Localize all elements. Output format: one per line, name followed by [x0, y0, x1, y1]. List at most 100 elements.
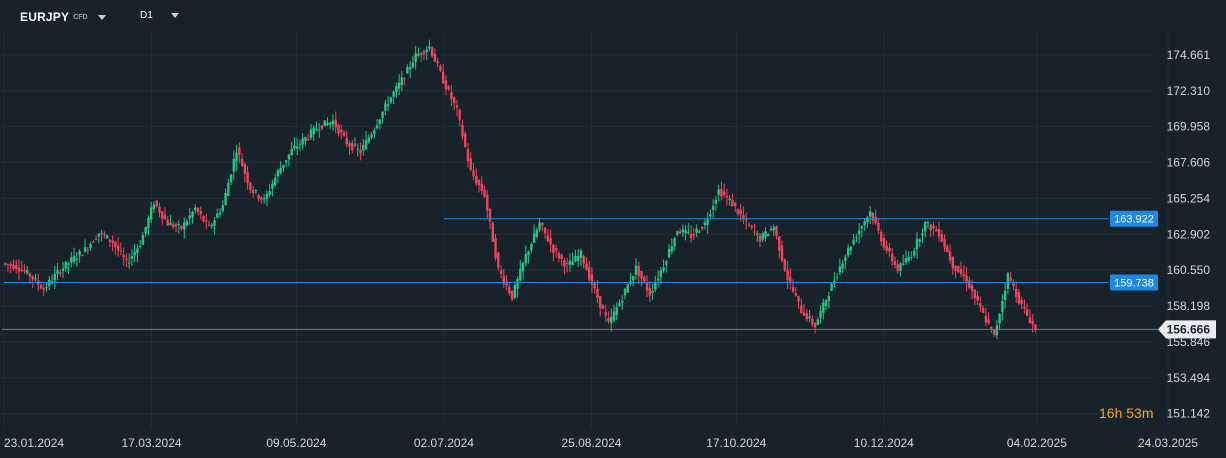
- candle-body: [436, 61, 439, 64]
- candle-body: [268, 191, 271, 196]
- candle: [527, 250, 530, 264]
- candle: [656, 270, 660, 288]
- candle-body: [320, 125, 324, 129]
- candle-body: [240, 158, 244, 167]
- candle-body: [687, 232, 690, 234]
- candle: [849, 245, 853, 256]
- candle: [149, 201, 153, 224]
- candle-body: [764, 231, 767, 238]
- candle: [913, 247, 916, 258]
- candle: [946, 244, 949, 253]
- candle-body: [392, 91, 395, 97]
- candle: [904, 250, 908, 265]
- candle: [981, 305, 985, 313]
- candle-body: [433, 53, 437, 62]
- candle-body: [111, 240, 114, 243]
- candle: [152, 201, 156, 213]
- candle-body: [163, 215, 167, 219]
- candle-body: [97, 233, 101, 237]
- candle: [337, 123, 340, 137]
- candle-body: [819, 310, 822, 318]
- chevron-down-icon[interactable]: [170, 13, 179, 18]
- candle: [103, 231, 106, 239]
- candle: [579, 248, 583, 267]
- candle-body: [907, 256, 910, 261]
- candle-body: [634, 265, 638, 275]
- candle: [304, 136, 307, 146]
- candle: [510, 290, 514, 302]
- candle: [893, 256, 897, 269]
- candle-body: [610, 316, 613, 324]
- chevron-down-icon[interactable]: [97, 14, 106, 20]
- candle: [524, 245, 528, 267]
- timeframe-selector[interactable]: D1: [140, 10, 179, 21]
- candle: [992, 329, 996, 338]
- candle-body: [307, 138, 310, 140]
- candle: [56, 262, 59, 280]
- countdown-hours: 16: [1099, 405, 1115, 421]
- candle-body: [61, 268, 65, 272]
- candle-body: [4, 263, 7, 265]
- candle: [89, 241, 92, 251]
- candle-body: [334, 119, 337, 128]
- symbol-selector[interactable]: EURJPY CFD: [20, 10, 106, 24]
- candle: [543, 227, 547, 239]
- candle-body: [232, 158, 236, 172]
- candle: [698, 229, 701, 234]
- candle: [430, 46, 434, 58]
- candle: [714, 195, 718, 211]
- y-tick-label: 158.198: [1167, 299, 1211, 313]
- candle: [756, 230, 759, 242]
- candle-body: [499, 270, 503, 274]
- candle-body: [563, 260, 566, 267]
- x-tick-label: 04.02.2025: [1007, 436, 1067, 450]
- candle: [800, 298, 803, 314]
- candle-body: [711, 205, 715, 210]
- candle: [962, 265, 966, 282]
- candle: [351, 139, 354, 154]
- candle-body: [364, 139, 368, 149]
- candle-body: [783, 259, 786, 271]
- candle-body: [183, 222, 186, 230]
- candle: [516, 276, 519, 298]
- candle-body: [1003, 290, 1007, 300]
- candle-body: [359, 149, 362, 154]
- symbol-name: EURJPY: [20, 10, 70, 24]
- candle: [340, 124, 343, 140]
- candle-body: [425, 49, 428, 52]
- candle: [169, 215, 172, 226]
- candle-body: [959, 269, 963, 275]
- candle-body: [789, 276, 792, 284]
- candle: [1009, 271, 1012, 282]
- candle-body: [1031, 320, 1034, 325]
- candle-body: [943, 238, 946, 248]
- price-axis[interactable]: 174.661 172.310 169.958 167.606 165.254 162.9…: [1167, 48, 1211, 421]
- candle: [720, 181, 723, 201]
- candle-body: [345, 137, 348, 145]
- candle-body: [312, 127, 315, 135]
- candle-body: [510, 290, 514, 300]
- candle: [246, 166, 249, 190]
- candle-body: [965, 275, 968, 283]
- candle: [722, 183, 726, 198]
- candle: [191, 210, 194, 224]
- candle: [326, 117, 329, 127]
- candle: [83, 239, 87, 253]
- candle-body: [805, 313, 809, 320]
- candle: [979, 297, 982, 312]
- candle-body: [946, 246, 949, 253]
- level-label: 159.738: [1114, 278, 1154, 290]
- candle-body: [662, 267, 665, 271]
- countdown-minutes: 53: [1126, 405, 1142, 421]
- candle-body: [800, 305, 803, 314]
- candle: [224, 188, 227, 206]
- candle-body: [260, 197, 263, 200]
- candle: [188, 208, 191, 226]
- candle-body: [868, 211, 872, 217]
- time-axis[interactable]: 23.01.2024 17.03.2024 09.05.2024 02.07.2024…: [4, 436, 1198, 450]
- candle: [736, 208, 740, 217]
- candle-body: [557, 253, 561, 259]
- candle-body: [455, 105, 459, 108]
- candle-body: [676, 231, 679, 235]
